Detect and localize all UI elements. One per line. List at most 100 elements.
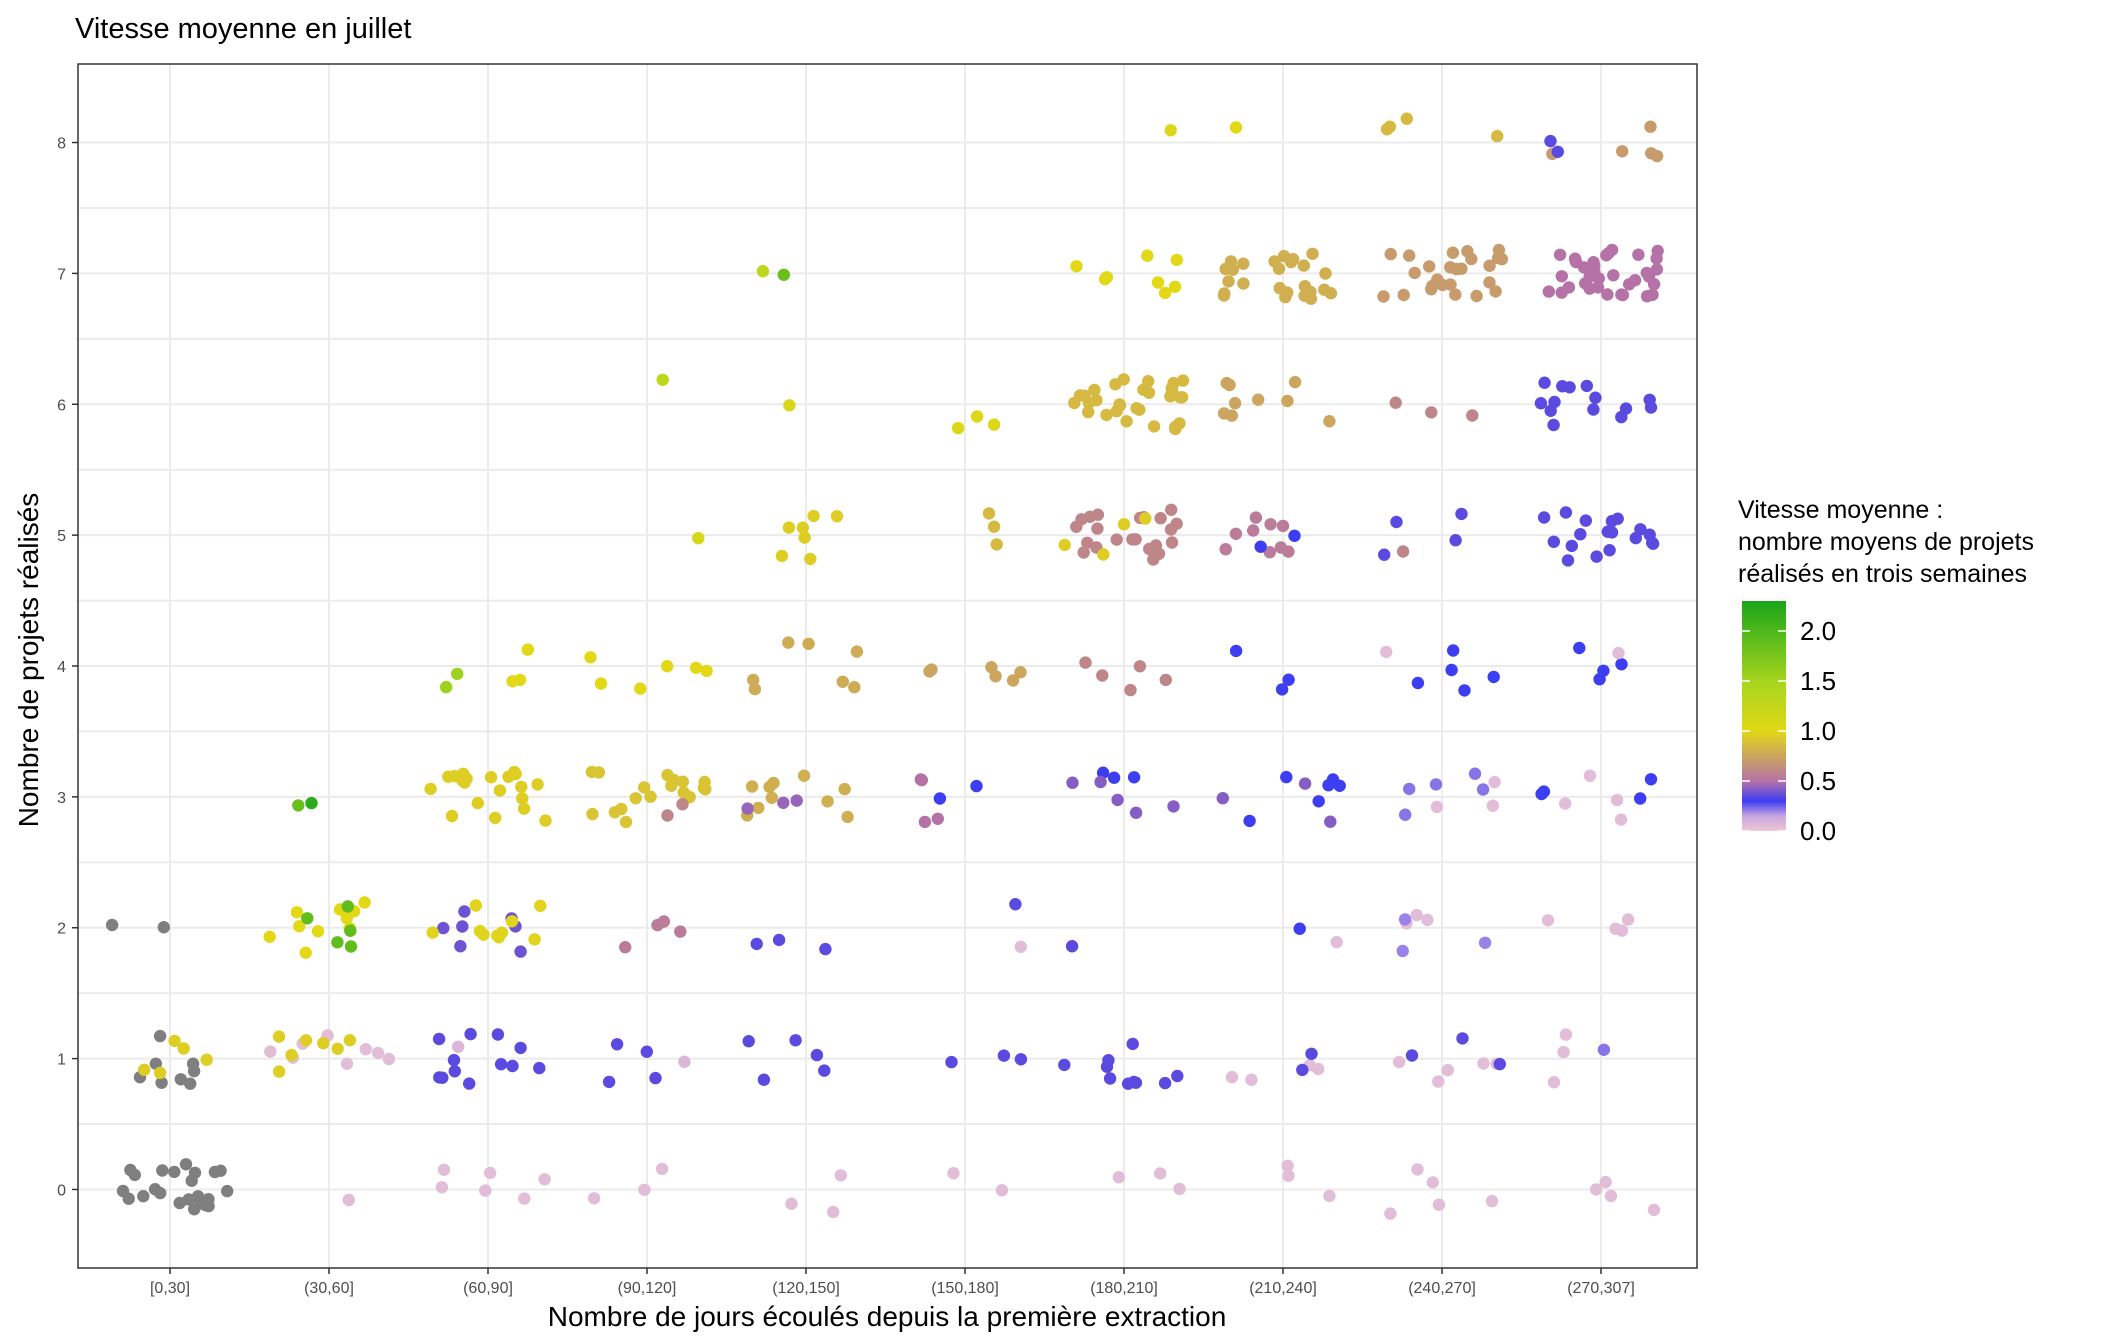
data-point: [489, 811, 502, 825]
data-point: [137, 1190, 150, 1203]
legend-title-line-1: Vitesse moyenne :: [1738, 496, 1943, 524]
data-point: [509, 767, 522, 781]
data-point: [1430, 800, 1444, 814]
data-point: [1650, 252, 1663, 265]
data-point: [1551, 145, 1565, 158]
data-point: [1223, 378, 1236, 392]
data-point: [1247, 524, 1260, 537]
data-point: [802, 637, 815, 650]
data-point: [293, 920, 306, 933]
gridlines: [78, 64, 1697, 1268]
data-point: [426, 926, 439, 939]
data-point: [358, 896, 371, 909]
data-point: [584, 651, 597, 664]
data-point: [656, 373, 669, 386]
data-point: [1097, 548, 1110, 561]
legend-colorbar: [1742, 601, 1786, 831]
data-point: [819, 942, 832, 956]
data-point: [1423, 260, 1436, 273]
data-point: [1323, 1189, 1336, 1203]
data-point: [804, 552, 817, 566]
data-point: [445, 809, 459, 823]
data-point: [517, 802, 531, 815]
y-tick-label: 0: [57, 1182, 66, 1199]
data-point: [1538, 376, 1551, 389]
data-point: [918, 815, 932, 829]
data-point: [1446, 246, 1460, 259]
x-tick-label: (180,210]: [1090, 1280, 1158, 1297]
data-point: [156, 1164, 169, 1177]
data-point: [1167, 800, 1180, 813]
data-point: [640, 1045, 653, 1058]
data-point: [531, 778, 544, 791]
data-point: [1615, 924, 1629, 937]
data-point: [1547, 418, 1560, 432]
data-point: [1164, 124, 1177, 137]
data-point: [1488, 775, 1501, 789]
data-point: [168, 1034, 181, 1048]
x-tick-label: (90,120]: [618, 1280, 677, 1297]
data-point: [742, 1035, 755, 1048]
plot-area: [77, 63, 1698, 1269]
data-point: [311, 925, 325, 938]
data-point: [610, 1038, 624, 1051]
data-point: [1281, 394, 1294, 408]
data-point: [1650, 149, 1664, 163]
data-point: [299, 946, 312, 959]
data-point: [1643, 393, 1656, 406]
data-point: [756, 265, 770, 278]
data-point: [528, 933, 541, 946]
data-point: [1603, 544, 1616, 557]
data-point: [619, 941, 632, 954]
data-point: [1458, 684, 1471, 697]
data-point: [785, 1197, 798, 1210]
data-point: [1312, 795, 1325, 808]
data-point: [1588, 259, 1601, 272]
data-point: [1006, 674, 1020, 687]
data-point: [970, 410, 984, 423]
data-point: [458, 905, 471, 918]
data-point: [1455, 507, 1468, 521]
data-point: [783, 399, 796, 412]
data-point: [1380, 645, 1393, 659]
data-point: [1229, 121, 1243, 134]
data-point: [1237, 257, 1250, 270]
data-point: [454, 940, 467, 953]
data-point: [1014, 666, 1027, 679]
y-tick-label: 1: [57, 1052, 66, 1069]
data-point: [1249, 511, 1263, 524]
y-tick-label: 3: [57, 790, 66, 807]
data-point: [301, 912, 314, 925]
data-point: [506, 1059, 519, 1073]
legend-tick-label: 2.0: [1800, 616, 1836, 646]
data-point: [514, 1041, 527, 1055]
data-point: [674, 925, 687, 938]
data-point: [1646, 288, 1659, 301]
data-point: [1100, 271, 1114, 284]
data-point: [340, 912, 353, 925]
data-point: [1280, 770, 1293, 784]
data-point: [1491, 129, 1504, 143]
data-point: [700, 664, 713, 678]
color-legend: Vitesse moyenne : nombre moyens de proje…: [1738, 496, 2034, 846]
data-point: [1324, 815, 1337, 828]
data-point: [970, 779, 983, 793]
x-axis-title: Nombre de jours écoulés depuis la premiè…: [548, 1301, 1227, 1332]
data-point: [1282, 545, 1295, 558]
data-point: [1224, 255, 1238, 268]
data-point: [340, 1057, 354, 1070]
data-point: [1616, 145, 1629, 158]
data-point: [745, 780, 759, 793]
data-point: [1590, 1183, 1603, 1196]
data-point: [592, 766, 606, 779]
data-point: [789, 1034, 802, 1047]
data-point: [1323, 415, 1336, 428]
data-point: [1330, 935, 1343, 949]
data-point: [1583, 769, 1597, 782]
data-point: [678, 1055, 691, 1069]
data-point: [1601, 288, 1614, 301]
data-point: [1486, 799, 1500, 812]
data-point: [1447, 644, 1460, 657]
data-point: [1082, 396, 1096, 409]
